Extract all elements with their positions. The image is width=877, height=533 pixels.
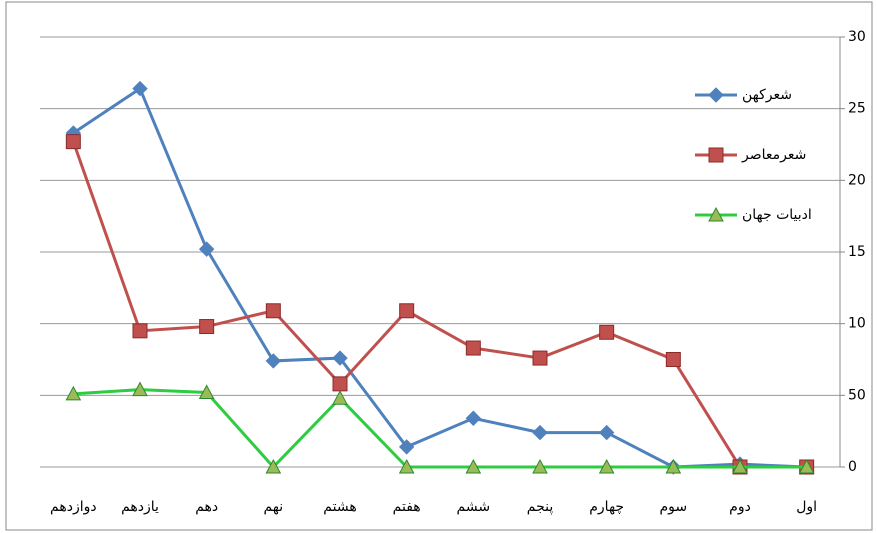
data-point bbox=[199, 319, 215, 335]
legend-marker bbox=[708, 87, 724, 103]
x-tick-label: سوم bbox=[660, 499, 688, 515]
x-tick-label: پنجم bbox=[527, 499, 554, 515]
x-tick-label: نهم bbox=[263, 499, 283, 515]
data-point bbox=[198, 384, 215, 399]
series-line bbox=[71, 141, 807, 469]
y-tick-label: 15 bbox=[848, 244, 866, 260]
data-point bbox=[132, 323, 148, 339]
data-point bbox=[399, 303, 415, 319]
data-point bbox=[132, 381, 148, 397]
data-point bbox=[265, 458, 282, 474]
y-tick-label: 20 bbox=[848, 172, 866, 188]
x-tick-label: هفتم bbox=[393, 499, 421, 515]
data-point bbox=[332, 350, 348, 366]
data-point bbox=[332, 376, 348, 392]
x-tick-label: دوازدهم bbox=[50, 499, 97, 515]
legend-label: ادبیات جهان bbox=[742, 207, 812, 223]
data-point bbox=[732, 458, 748, 474]
y-tick-label: 30 bbox=[848, 29, 866, 45]
data-point bbox=[465, 458, 482, 474]
legend-label: شعرکهن bbox=[742, 87, 792, 103]
data-point bbox=[665, 352, 681, 367]
data-point bbox=[398, 439, 415, 455]
data-point bbox=[465, 410, 482, 426]
y-tick-label: 25 bbox=[848, 101, 866, 117]
data-point bbox=[65, 385, 82, 401]
x-tick-label: اول bbox=[796, 499, 817, 515]
data-point bbox=[265, 303, 281, 319]
y-tick-label: 50 bbox=[848, 387, 866, 403]
x-tick-label: ششم bbox=[457, 499, 491, 515]
x-tick-label: دوم bbox=[729, 499, 751, 515]
data-point bbox=[332, 390, 348, 405]
legend-label: شعرمعاصر bbox=[741, 147, 806, 163]
data-point bbox=[198, 241, 215, 257]
data-point bbox=[532, 424, 548, 441]
x-tick-label: هشتم bbox=[323, 499, 356, 515]
data-point bbox=[532, 350, 548, 366]
y-tick-label: 10 bbox=[848, 316, 866, 332]
chart-frame bbox=[5, 1, 873, 531]
series-line bbox=[73, 388, 807, 470]
x-tick-label: دهم bbox=[195, 499, 218, 515]
data-point bbox=[132, 80, 148, 97]
data-point bbox=[465, 340, 481, 356]
legend-marker bbox=[708, 206, 724, 222]
legend-marker bbox=[708, 147, 724, 163]
data-point bbox=[532, 458, 548, 474]
data-point bbox=[798, 458, 815, 474]
data-point bbox=[65, 134, 81, 150]
x-tick-label: چهارم bbox=[589, 499, 624, 515]
data-point bbox=[598, 458, 615, 474]
data-point bbox=[665, 458, 682, 474]
y-tick-label: 0 bbox=[848, 459, 857, 475]
x-tick-label: یازدهم bbox=[121, 499, 159, 515]
data-point bbox=[398, 458, 415, 474]
data-point bbox=[265, 353, 282, 369]
data-point bbox=[599, 324, 615, 340]
data-point bbox=[598, 424, 615, 441]
